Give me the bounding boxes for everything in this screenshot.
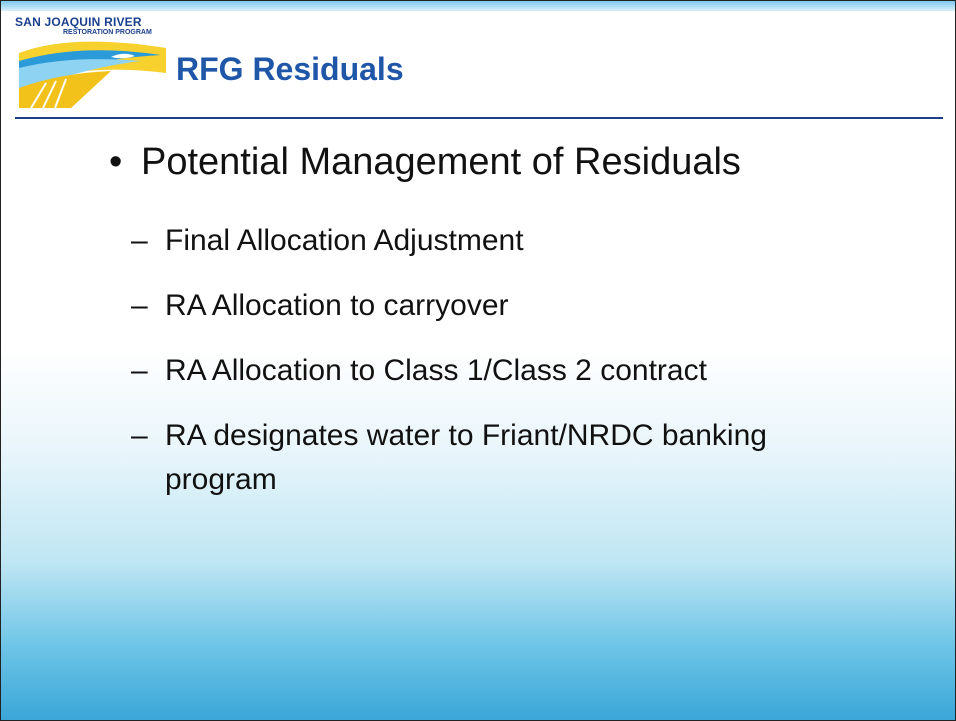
dash-marker: – <box>131 414 165 502</box>
sub-item-text: RA designates water to Friant/NRDC banki… <box>165 414 865 502</box>
dash-marker: – <box>131 349 165 393</box>
sub-item-text: RA Allocation to Class 1/Class 2 contrac… <box>165 349 865 393</box>
bullet-marker: • <box>109 141 141 184</box>
dash-marker: – <box>131 219 165 263</box>
sub-item-text: Final Allocation Adjustment <box>165 219 865 263</box>
slide-title: RFG Residuals <box>176 51 404 88</box>
sub-item: –Final Allocation Adjustment <box>131 219 865 263</box>
title-rule <box>15 117 943 119</box>
bullet: •Potential Management of Residuals <box>109 141 741 184</box>
logo-text: SAN JOAQUIN RIVER <box>15 15 142 29</box>
sub-item: –RA designates water to Friant/NRDC bank… <box>131 414 865 502</box>
logo-subtext: RESTORATION PROGRAM <box>63 29 152 36</box>
sub-item: –RA Allocation to Class 1/Class 2 contra… <box>131 349 865 393</box>
sub-item-text: RA Allocation to carryover <box>165 284 865 328</box>
bullet-text: Potential Management of Residuals <box>141 141 741 183</box>
sub-item: –RA Allocation to carryover <box>131 284 865 328</box>
top-bar <box>1 1 955 11</box>
slide: SAN JOAQUIN RIVER RESTORATION PROGRAM RF… <box>0 0 956 721</box>
dash-marker: – <box>131 284 165 328</box>
